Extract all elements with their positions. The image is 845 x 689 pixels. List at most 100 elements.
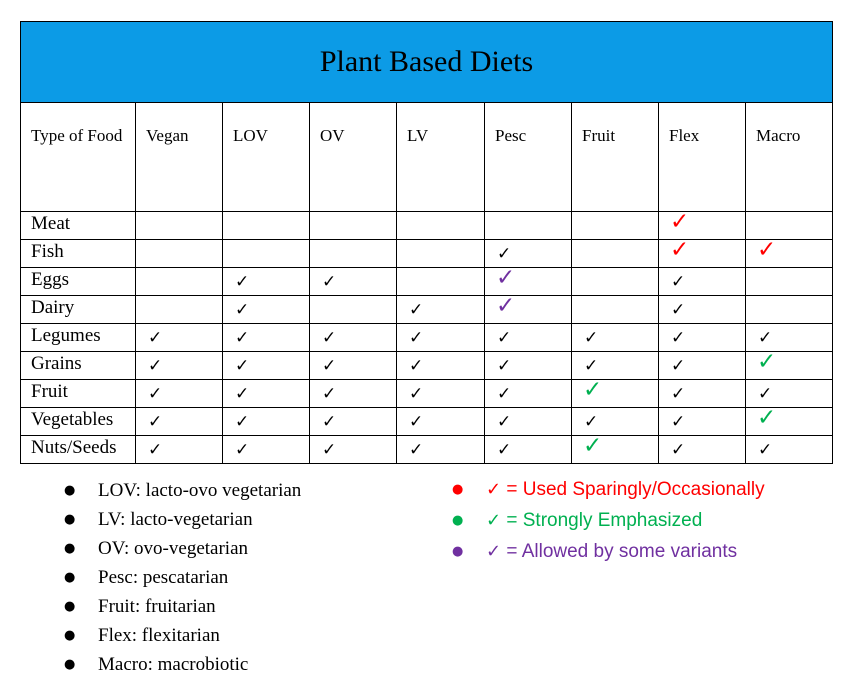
- abbreviation-text: OV: ovo-vegetarian: [98, 538, 249, 559]
- table-cell: [396, 239, 485, 268]
- check-icon: ✓: [671, 440, 686, 460]
- bullet-icon: ●: [452, 544, 464, 559]
- abbreviation-text: LV: lacto-vegetarian: [98, 509, 253, 530]
- table-cell: [309, 211, 397, 240]
- table-cell: ✓: [484, 351, 572, 380]
- bullet-icon: ●: [64, 512, 76, 527]
- check-icon: ✓: [671, 272, 686, 292]
- food-label: Grains: [20, 351, 136, 380]
- table-cell: [745, 295, 833, 324]
- key-item-purple: ● ✓ = Allowed by some variants: [450, 536, 765, 567]
- food-label: Meat: [20, 211, 136, 240]
- check-icon: ✓: [671, 300, 686, 320]
- bullet-icon: ●: [452, 513, 464, 528]
- table-cell: ✓: [658, 435, 746, 464]
- table-cell: ✓: [658, 351, 746, 380]
- table-cell: ✓: [484, 435, 572, 464]
- table-row: Vegetables ✓ ✓ ✓ ✓ ✓ ✓ ✓ ✓: [20, 407, 833, 436]
- check-icon: ✓: [409, 440, 424, 460]
- table-cell: ✓: [484, 265, 572, 296]
- check-icon: ✓: [322, 328, 337, 348]
- diet-table: Plant Based Diets Type of Food Vegan LOV…: [20, 21, 833, 464]
- table-cell: ✓: [396, 323, 485, 352]
- column-header: OV: [309, 102, 397, 212]
- table-cell: ✓: [745, 379, 833, 408]
- key-item-green: ● ✓ = Strongly Emphasized: [450, 505, 765, 536]
- check-icon: ✓: [497, 412, 512, 432]
- table-cell: ✓: [222, 295, 310, 324]
- check-icon: ✓: [148, 440, 163, 460]
- check-icon: ✓: [584, 356, 599, 376]
- table-cell: ✓: [484, 323, 572, 352]
- key-text: = Allowed by some variants: [506, 541, 738, 562]
- bullet-icon: ●: [64, 541, 76, 556]
- check-icon: ✓: [583, 433, 603, 459]
- bullet-icon: ●: [64, 483, 76, 498]
- table-cell: ✓: [135, 351, 223, 380]
- table-cell: ✓: [745, 323, 833, 352]
- table-cell: [745, 211, 833, 240]
- table-cell: ✓: [484, 379, 572, 408]
- abbreviation-list: ● LOV: lacto-ovo vegetarian ● LV: lacto-ve…: [62, 476, 301, 679]
- table-cell: ✓: [135, 407, 223, 436]
- table-cell: [571, 239, 659, 268]
- table-cell: ✓: [658, 237, 746, 268]
- table-cell: [309, 239, 397, 268]
- check-icon: ✓: [409, 328, 424, 348]
- table-cell: ✓: [571, 351, 659, 380]
- check-icon: ✓: [235, 412, 250, 432]
- table-cell: ✓: [571, 433, 659, 464]
- check-icon: ✓: [496, 265, 516, 291]
- table-cell: ✓: [396, 407, 485, 436]
- diet-table-wrapper: Plant Based Diets Type of Food Vegan LOV…: [20, 21, 833, 464]
- food-label: Fruit: [20, 379, 136, 408]
- check-icon: ✓: [583, 377, 603, 403]
- table-cell: ✓: [571, 377, 659, 408]
- table-cell: ✓: [484, 239, 572, 268]
- table-cell: [135, 239, 223, 268]
- table-cell: ✓: [745, 237, 833, 268]
- check-icon: ✓: [670, 237, 690, 263]
- table-cell: [222, 239, 310, 268]
- table-cell: ✓: [658, 267, 746, 296]
- food-label: Eggs: [20, 267, 136, 296]
- check-icon: ✓: [322, 272, 337, 292]
- key-text: = Strongly Emphasized: [506, 510, 703, 531]
- table-cell: [484, 211, 572, 240]
- abbreviation-text: Fruit: fruitarian: [98, 596, 216, 617]
- column-header: Vegan: [135, 102, 223, 212]
- check-icon: ✓: [671, 356, 686, 376]
- table-cell: ✓: [222, 435, 310, 464]
- table-cell: [135, 267, 223, 296]
- check-icon: ✓: [409, 384, 424, 404]
- check-icon: ✓: [497, 440, 512, 460]
- table-cell: ✓: [658, 211, 746, 240]
- table-row: Nuts/Seeds ✓ ✓ ✓ ✓ ✓ ✓ ✓ ✓: [20, 433, 833, 464]
- table-cell: ✓: [309, 323, 397, 352]
- check-icon: ✓: [486, 541, 502, 562]
- table-cell: ✓: [309, 435, 397, 464]
- check-icon: ✓: [235, 384, 250, 404]
- list-item: ● Pesc: pescatarian: [62, 563, 301, 592]
- bullet-icon: ●: [64, 599, 76, 614]
- check-icon: ✓: [322, 412, 337, 432]
- table-cell: [396, 211, 485, 240]
- bullet-icon: ●: [64, 657, 76, 672]
- table-cell: ✓: [135, 323, 223, 352]
- column-header: LOV: [222, 102, 310, 212]
- column-header: Pesc: [484, 102, 572, 212]
- table-cell: ✓: [396, 435, 485, 464]
- table-cell: [222, 211, 310, 240]
- check-icon: ✓: [757, 237, 777, 263]
- check-icon: ✓: [671, 384, 686, 404]
- check-icon: ✓: [235, 272, 250, 292]
- table-cell: ✓: [222, 267, 310, 296]
- table-row: Fruit ✓ ✓ ✓ ✓ ✓ ✓ ✓ ✓: [20, 377, 833, 408]
- table-cell: ✓: [571, 407, 659, 436]
- food-label: Fish: [20, 239, 136, 268]
- table-cell: ✓: [309, 351, 397, 380]
- table-cell: [745, 267, 833, 296]
- table-cell: ✓: [396, 379, 485, 408]
- check-icon: ✓: [584, 328, 599, 348]
- food-label: Nuts/Seeds: [20, 435, 136, 464]
